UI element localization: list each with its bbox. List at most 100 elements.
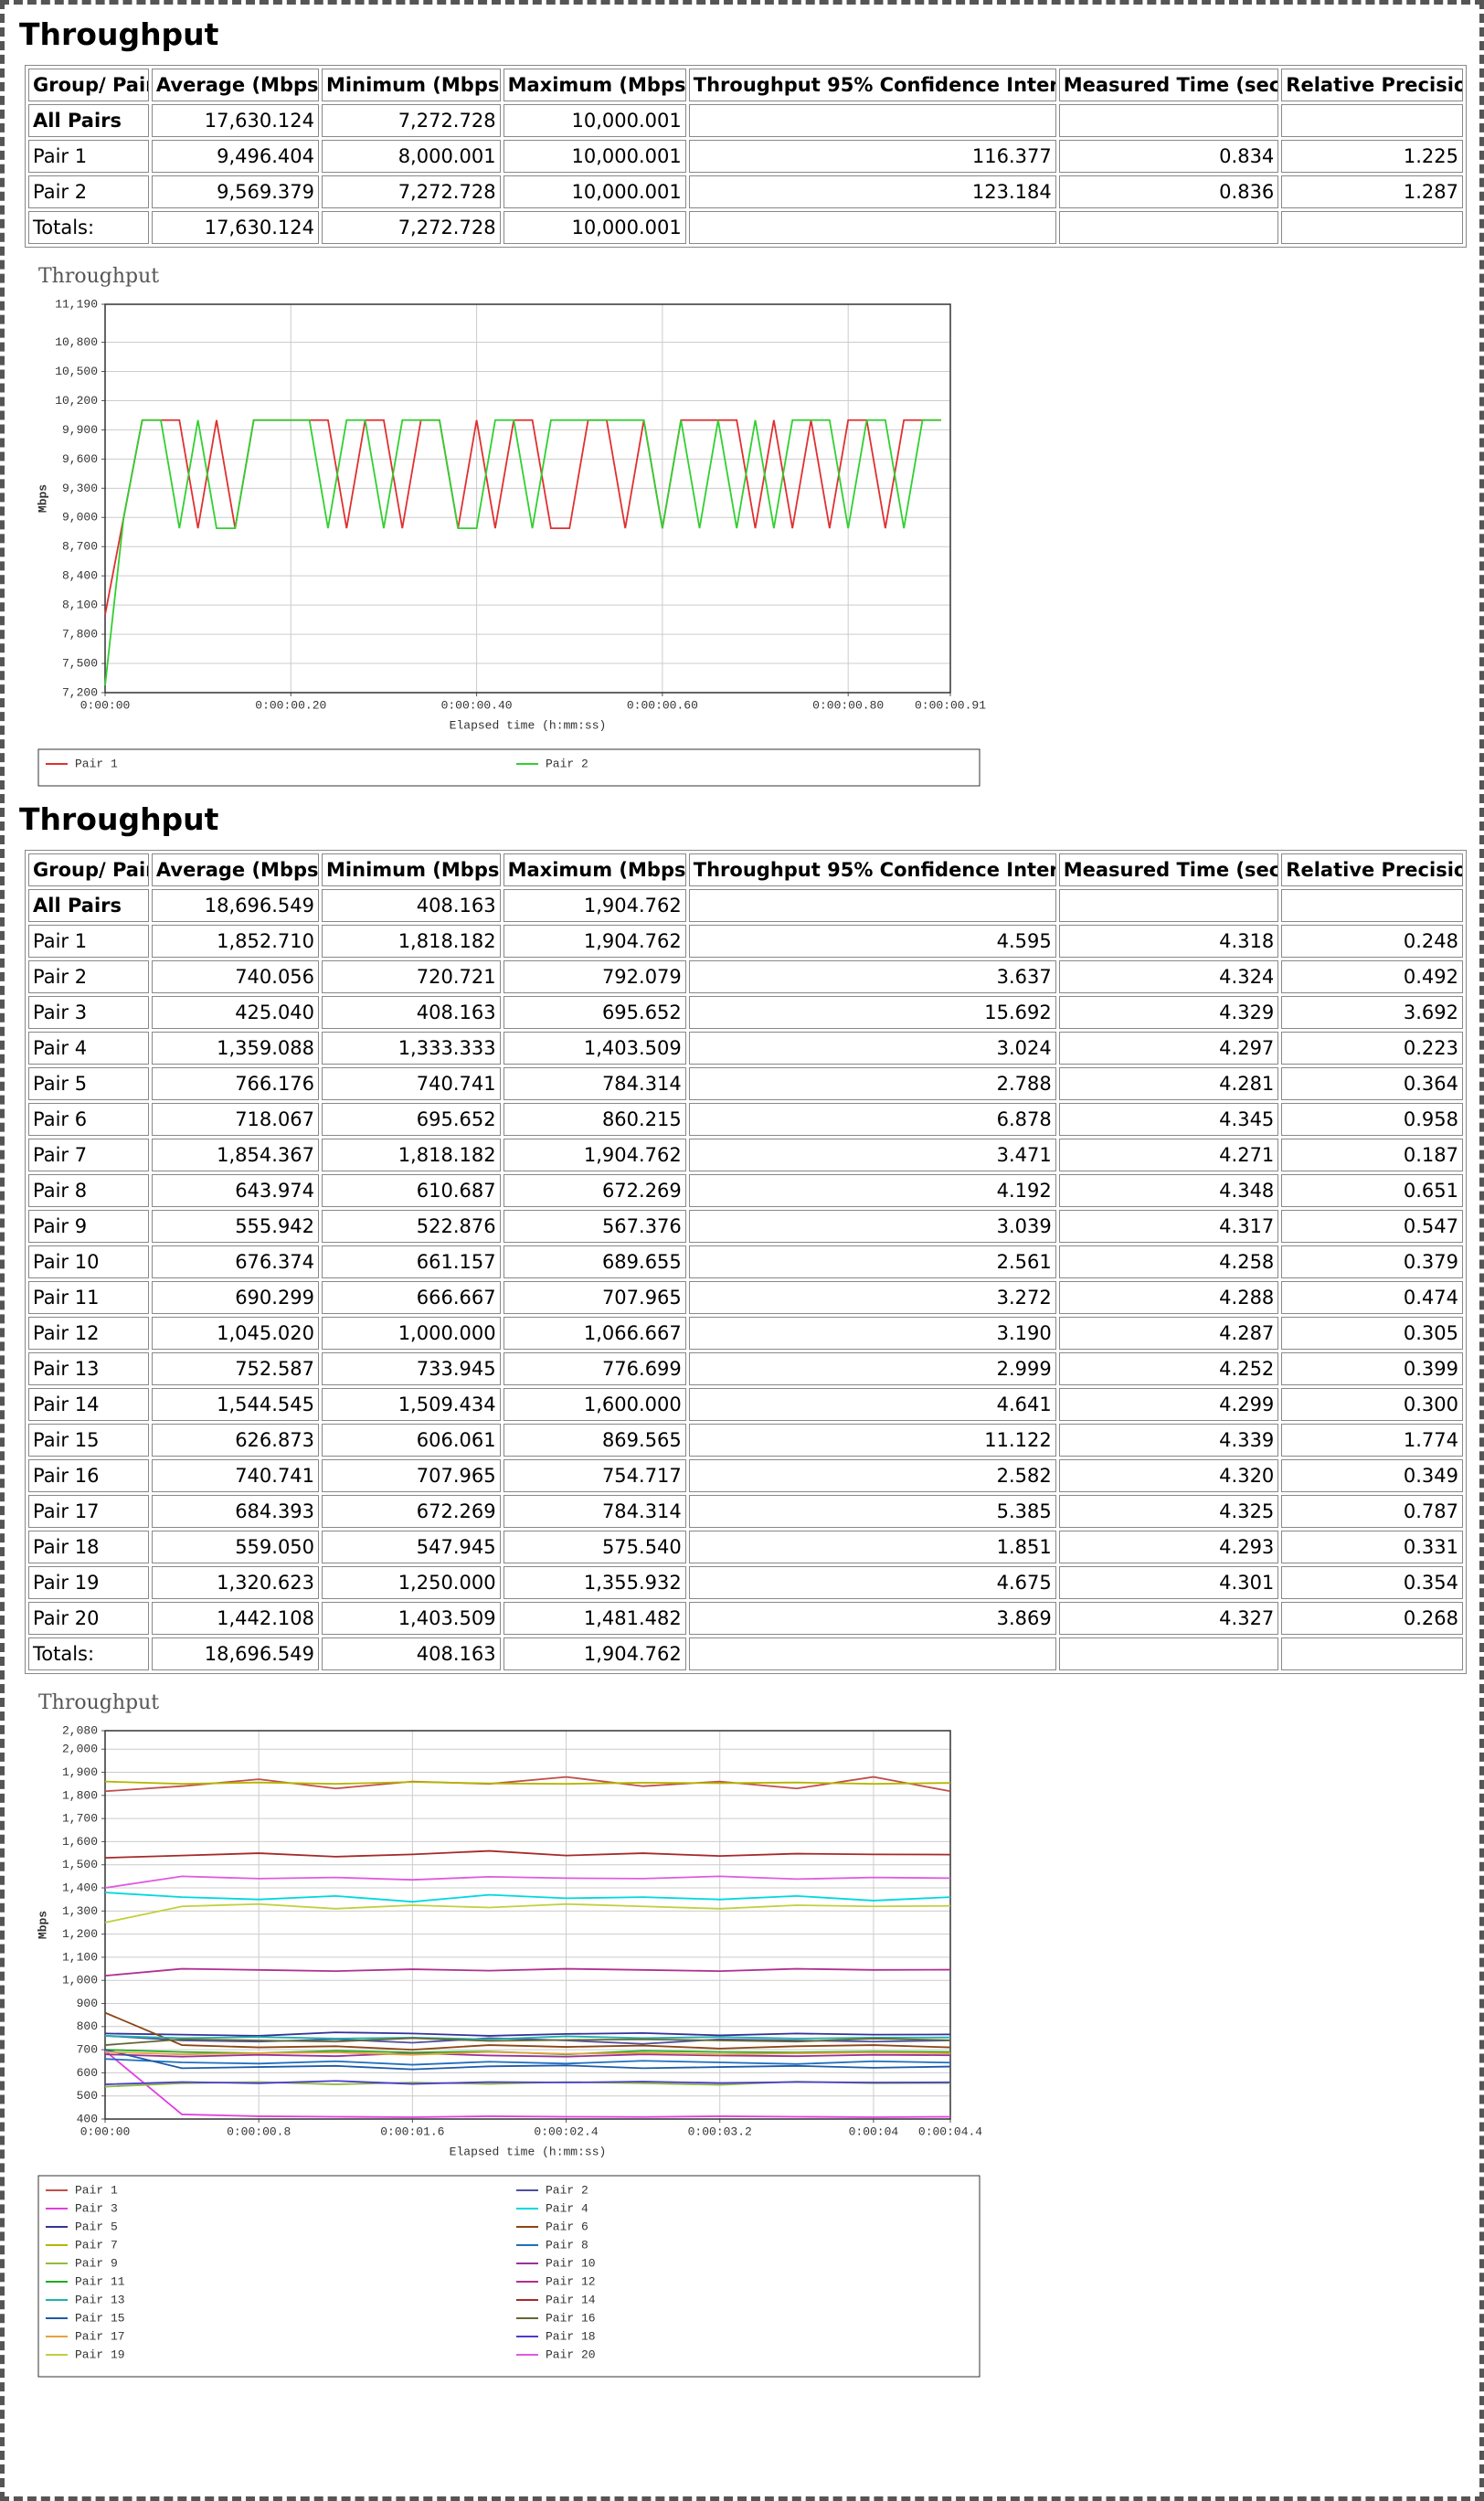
table-cell: 1,852.710 [151,925,320,958]
table-cell: 1,333.333 [322,1032,501,1065]
y-tick-label: 400 [77,2112,98,2125]
table-cell: Pair 5 [28,1067,149,1100]
table-cell: 10,000.001 [503,175,686,208]
table-row: Pair 1 9,496.404 8,000.001 10,000.001 116.37… [28,140,1463,173]
y-axis-label: Mbps [36,1911,49,1939]
y-tick-label: 11,190 [55,297,98,311]
table-cell: Pair 11 [28,1281,149,1314]
table-cell: 740.741 [151,1459,320,1492]
section-title: Throughput [19,801,219,837]
table-cell: Pair 1 [28,925,149,958]
table-cell: Pair 7 [28,1139,149,1171]
table-cell: 0.187 [1281,1139,1463,1171]
table-cell: 4.348 [1058,1174,1279,1207]
y-tick-label: 2,000 [62,1743,98,1756]
legend-label: Pair 10 [546,2256,596,2270]
y-tick-label: 10,200 [55,394,98,408]
series-line [104,2049,951,2071]
series-line [104,2037,951,2046]
table-cell: 1,320.623 [151,1566,320,1599]
table-cell: 10,000.001 [503,104,686,137]
table-cell: 3.692 [1281,996,1463,1029]
table-cell: 4.318 [1058,925,1279,958]
table-cell: 5.385 [688,1495,1056,1528]
table-cell: 0.379 [1281,1245,1463,1278]
table-cell: 1,481.482 [503,1602,686,1635]
chart-title: Throughput [38,265,159,288]
table-cell: 1.225 [1281,140,1463,173]
y-tick-label: 1,200 [62,1927,98,1941]
table-cell: 1,509.434 [322,1388,501,1421]
table-cell: 0.331 [1281,1531,1463,1563]
series-line [104,2050,951,2118]
table-row: Pair 17 684.393 672.269 784.314 5.385 4.325 0.… [28,1495,1463,1528]
table-cell: Pair 2 [28,960,149,993]
table-row: Pair 11 690.299 666.667 707.965 3.272 4.288 0.… [28,1281,1463,1314]
table-cell: 1,600.000 [503,1388,686,1421]
table-cell: 740.741 [322,1067,501,1100]
table-cell: 792.079 [503,960,686,993]
table-cell: 4.345 [1058,1103,1279,1136]
table-cell: 626.873 [151,1424,320,1457]
y-tick-label: 700 [77,2043,98,2057]
table-cell: 2.561 [688,1245,1056,1278]
header-cell: Maximum (Mbps) [503,853,686,886]
table-cell: 860.215 [503,1103,686,1136]
table-cell: 3.190 [688,1317,1056,1350]
table-head: Group/ Pair Average (Mbps) Minimum (Mbps) M… [28,69,1463,101]
table-cell: 4.192 [688,1174,1056,1207]
table-body: All Pairs 18,696.549 408.163 1,904.762 Pair … [28,889,1463,1670]
report: Throughput Group/ Pair Average (Mbps) Minim… [5,12,1479,2380]
table-cell: Pair 14 [28,1388,149,1421]
table-cell: 695.652 [503,996,686,1029]
legend-label: Pair 2 [546,757,588,770]
table-row: All Pairs 18,696.549 408.163 1,904.762 [28,889,1463,922]
y-tick-label: 1,600 [62,1835,98,1849]
table-cell: 740.056 [151,960,320,993]
table-cell: 0.787 [1281,1495,1463,1528]
table-cell: 116.377 [688,140,1056,173]
table-cell: 0.492 [1281,960,1463,993]
table-cell: 408.163 [322,889,501,922]
y-tick-label: 600 [77,2066,98,2080]
table-cell: 8,000.001 [322,140,501,173]
table-cell: All Pairs [28,889,149,922]
legend-label: Pair 4 [546,2201,588,2215]
table-cell: 1,904.762 [503,889,686,922]
header-cell: Maximum (Mbps) [503,69,686,101]
y-tick-label: 1,400 [62,1881,98,1894]
throughput-chart: Throughput 400 500 600 700 800 900 1,000 1,100 1,… [36,1691,982,2378]
y-tick-label: 9,000 [62,511,98,525]
table-cell: 784.314 [503,1495,686,1528]
table-cell: Pair 4 [28,1032,149,1065]
table-cell: 1.287 [1281,175,1463,208]
table-cell: 752.587 [151,1352,320,1385]
table-cell: 754.717 [503,1459,686,1492]
series-line [104,1775,951,1793]
table-row: Totals: 17,630.124 7,272.728 10,000.001 [28,211,1463,244]
table-cell: 4.339 [1058,1424,1279,1457]
table-cell: 1,818.182 [322,925,501,958]
table-cell: 689.655 [503,1245,686,1278]
table-row: Pair 4 1,359.088 1,333.333 1,403.509 3.024 4.… [28,1032,1463,1065]
table-cell: Pair 18 [28,1531,149,1563]
table-head: Group/ Pair Average (Mbps) Minimum (Mbps) M… [28,853,1463,886]
x-tick-label: 0:00:00.60 [627,698,698,712]
x-tick-label: 0:00:03.2 [688,2125,752,2138]
table-cell: 7,272.728 [322,211,501,244]
empty-cell [1281,104,1463,137]
series-line [104,2035,951,2040]
table-cell: 733.945 [322,1352,501,1385]
table-cell: 643.974 [151,1174,320,1207]
table-cell: 1,403.509 [322,1602,501,1635]
header-cell: Minimum (Mbps) [322,69,501,101]
table-cell: 1,904.762 [503,925,686,958]
section-title: Throughput [19,16,219,52]
table-cell: 0.474 [1281,1281,1463,1314]
legend-label: Pair 6 [546,2220,588,2233]
table-cell: 1,045.020 [151,1317,320,1350]
y-tick-label: 8,700 [62,540,98,554]
table-row: Pair 19 1,320.623 1,250.000 1,355.932 4.675 4… [28,1566,1463,1599]
table-cell: 1.774 [1281,1424,1463,1457]
y-tick-label: 7,800 [62,628,98,641]
